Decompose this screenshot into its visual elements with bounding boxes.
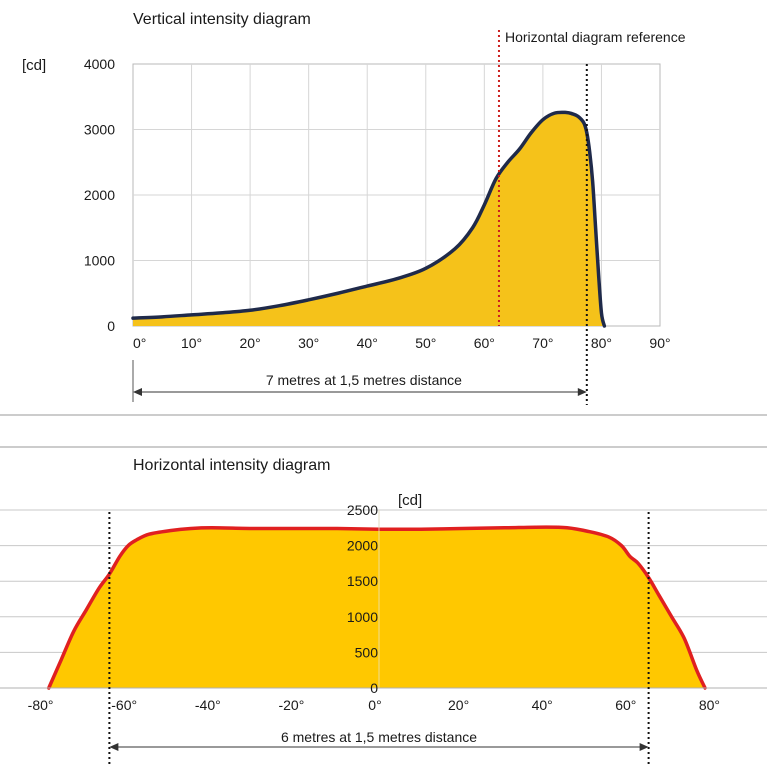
vertical-span-arrow-right <box>577 388 587 396</box>
horizontal-x-tick-label: -80° <box>28 697 54 713</box>
horizontal-area <box>0 510 767 690</box>
vertical-x-ticks: 0° 10° 20° 30° 40° 50° 60° 70° 80° 90° <box>133 335 671 351</box>
vertical-chart-title: Vertical intensity diagram <box>133 11 311 28</box>
horizontal-chart: Horizontal intensity diagram [cd] 0 500 10… <box>0 457 767 764</box>
horizontal-x-tick-label: -40° <box>195 697 221 713</box>
vertical-x-tick-label: 10° <box>181 335 202 351</box>
horizontal-area-fill <box>48 527 706 688</box>
vertical-panel-frame <box>0 414 767 416</box>
vertical-annotations: Horizontal diagram reference <box>497 29 686 405</box>
horizontal-x-ticks: -100°-80°-60°-40°-20°0°20°40°60°80°100° <box>28 697 720 713</box>
horizontal-y-tick-label: 1500 <box>347 573 378 589</box>
vertical-x-tick-label: 40° <box>357 335 378 351</box>
vertical-x-tick-label: 30° <box>298 335 319 351</box>
vertical-x-tick-label: 50° <box>415 335 436 351</box>
horizontal-panel-frame <box>0 446 767 448</box>
horizontal-y-tick-label: 0 <box>370 680 378 696</box>
vertical-area <box>131 110 607 328</box>
vertical-y-tick-label: 2000 <box>84 187 115 203</box>
vertical-x-tick-label: 0° <box>133 335 146 351</box>
horizontal-annotations <box>108 512 650 764</box>
vertical-y-unit: [cd] <box>22 57 46 74</box>
horizontal-x-tick-label: 20° <box>448 697 469 713</box>
vertical-y-ticks: 0 1000 2000 3000 4000 <box>84 56 115 334</box>
horizontal-span-arrow-left <box>109 743 119 751</box>
horizontal-x-tick-label: 0° <box>368 697 381 713</box>
horizontal-span-arrow-right <box>639 743 649 751</box>
horizontal-y-tick-label: 2500 <box>347 502 378 518</box>
horizontal-y-tick-label: 500 <box>355 644 379 660</box>
horizontal-x-tick-label: -60° <box>111 697 137 713</box>
horizontal-x-tick-label: -20° <box>278 697 304 713</box>
vertical-x-tick-label: 80° <box>591 335 612 351</box>
horizontal-span-label: 6 metres at 1,5 metres distance <box>281 729 477 745</box>
horizontal-x-tick-label: 80° <box>699 697 720 713</box>
reference-label: Horizontal diagram reference <box>505 29 686 45</box>
horizontal-chart-title: Horizontal intensity diagram <box>133 457 330 474</box>
vertical-span: 7 metres at 1,5 metres distance <box>132 360 587 402</box>
vertical-y-tick-label: 4000 <box>84 56 115 72</box>
vertical-area-fill <box>133 112 605 326</box>
vertical-x-tick-label: 70° <box>532 335 553 351</box>
horizontal-y-unit: [cd] <box>398 492 422 509</box>
vertical-y-tick-label: 0 <box>107 318 115 334</box>
vertical-span-arrow-left <box>133 388 142 396</box>
horizontal-x-tick-label: 40° <box>532 697 553 713</box>
vertical-series-line <box>131 110 607 328</box>
vertical-span-label: 7 metres at 1,5 metres distance <box>266 372 462 388</box>
horizontal-y-tick-label: 2000 <box>347 538 378 554</box>
horizontal-y-tick-label: 1000 <box>347 609 378 625</box>
horizontal-y-ticks: 0 500 1000 1500 2000 2500 <box>347 502 378 696</box>
vertical-x-tick-label: 90° <box>649 335 670 351</box>
vertical-x-tick-label: 60° <box>474 335 495 351</box>
vertical-y-tick-label: 3000 <box>84 122 115 138</box>
vertical-chart: Vertical intensity diagram [cd] Horizont… <box>22 11 686 405</box>
vertical-y-tick-label: 1000 <box>84 253 115 269</box>
vertical-x-tick-label: 20° <box>240 335 261 351</box>
horizontal-span: 6 metres at 1,5 metres distance <box>109 729 649 751</box>
horizontal-x-tick-label: 60° <box>615 697 636 713</box>
